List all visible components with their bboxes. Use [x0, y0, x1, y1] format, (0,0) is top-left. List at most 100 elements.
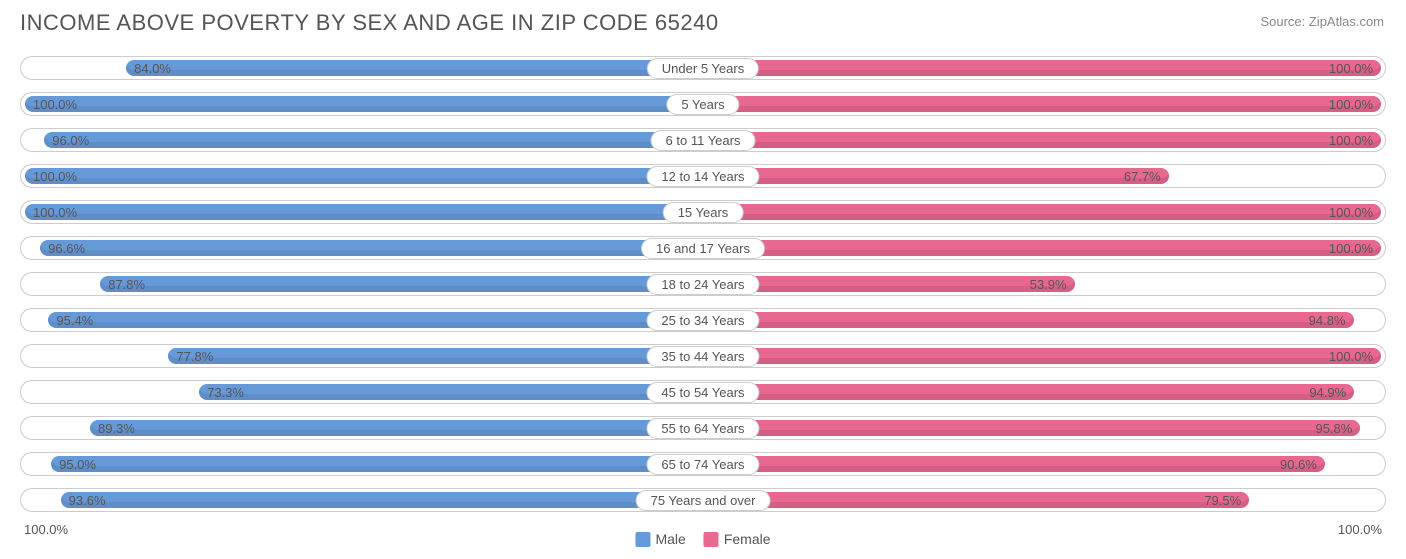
chart-row: 89.3% 95.8% 55 to 64 Years	[20, 414, 1386, 442]
male-bar: 96.6%	[40, 240, 699, 256]
male-track: 93.6%	[20, 488, 703, 512]
male-value: 96.6%	[40, 241, 93, 256]
category-label: 15 Years	[663, 202, 744, 223]
category-label: 65 to 74 Years	[646, 454, 759, 475]
chart-row: 93.6% 79.5% 75 Years and over	[20, 486, 1386, 514]
male-value: 95.0%	[51, 457, 104, 472]
female-value: 100.0%	[1321, 61, 1381, 76]
male-value: 93.6%	[61, 493, 114, 508]
male-bar: 93.6%	[61, 492, 699, 508]
female-bar: 67.7%	[707, 168, 1169, 184]
category-label: 75 Years and over	[636, 490, 771, 511]
female-track: 100.0%	[703, 200, 1386, 224]
male-bar: 100.0%	[25, 168, 699, 184]
category-label: 6 to 11 Years	[651, 130, 756, 151]
axis-left-label: 100.0%	[24, 522, 68, 537]
male-track: 87.8%	[20, 272, 703, 296]
male-bar: 89.3%	[90, 420, 699, 436]
category-label: 45 to 54 Years	[646, 382, 759, 403]
female-track: 67.7%	[703, 164, 1386, 188]
chart-row: 96.6%100.0%16 and 17 Years	[20, 234, 1386, 262]
male-value: 87.8%	[100, 277, 153, 292]
female-value: 67.7%	[1116, 169, 1169, 184]
legend-item-male: Male	[635, 531, 685, 547]
female-swatch-icon	[704, 532, 719, 547]
female-bar: 90.6%	[707, 456, 1325, 472]
chart-row: 84.0% 100.0% Under 5 Years	[20, 54, 1386, 82]
female-bar: 100.0%	[707, 204, 1381, 220]
category-label: 35 to 44 Years	[646, 346, 759, 367]
male-track: 77.8%	[20, 344, 703, 368]
category-label: 25 to 34 Years	[646, 310, 759, 331]
female-track: 53.9%	[703, 272, 1386, 296]
male-value: 95.4%	[48, 313, 101, 328]
female-value: 53.9%	[1022, 277, 1075, 292]
female-track: 94.9%	[703, 380, 1386, 404]
female-bar: 100.0%	[707, 96, 1381, 112]
female-track: 100.0%	[703, 56, 1386, 80]
female-track: 90.6%	[703, 452, 1386, 476]
female-value: 94.8%	[1301, 313, 1354, 328]
category-label: Under 5 Years	[647, 58, 759, 79]
male-track: 100.0%	[20, 92, 703, 116]
female-bar: 79.5%	[707, 492, 1249, 508]
category-label: 12 to 14 Years	[646, 166, 759, 187]
female-value: 100.0%	[1321, 133, 1381, 148]
female-track: 79.5%	[703, 488, 1386, 512]
chart-row: 95.0% 90.6% 65 to 74 Years	[20, 450, 1386, 478]
source-attribution: Source: ZipAtlas.com	[1260, 14, 1384, 29]
female-bar: 94.8%	[707, 312, 1354, 328]
female-track: 95.8%	[703, 416, 1386, 440]
chart-row: 77.8% 100.0% 35 to 44 Years	[20, 342, 1386, 370]
diverging-bar-chart: 84.0%100.0%Under 5 Years100.0%100.0%5 Ye…	[20, 54, 1386, 514]
male-value: 89.3%	[90, 421, 143, 436]
chart-row: 95.4% 94.8% 25 to 34 Years	[20, 306, 1386, 334]
male-swatch-icon	[635, 532, 650, 547]
male-bar: 100.0%	[25, 204, 699, 220]
male-value: 96.0%	[44, 133, 97, 148]
female-bar: 95.8%	[707, 420, 1360, 436]
male-value: 77.8%	[168, 349, 221, 364]
chart-row: 87.8%53.9%18 to 24 Years	[20, 270, 1386, 298]
legend-male-label: Male	[655, 531, 685, 547]
chart-row: 100.0%100.0%5 Years	[20, 90, 1386, 118]
female-value: 94.9%	[1301, 385, 1354, 400]
male-track: 89.3%	[20, 416, 703, 440]
female-value: 100.0%	[1321, 241, 1381, 256]
chart-row: 100.0% 67.7% 12 to 14 Years	[20, 162, 1386, 190]
female-bar: 100.0%	[707, 60, 1381, 76]
chart-title: INCOME ABOVE POVERTY BY SEX AND AGE IN Z…	[20, 10, 1386, 36]
female-track: 100.0%	[703, 92, 1386, 116]
female-value: 90.6%	[1272, 457, 1325, 472]
chart-row: 96.0% 100.0% 6 to 11 Years	[20, 126, 1386, 154]
male-track: 95.4%	[20, 308, 703, 332]
female-track: 100.0%	[703, 128, 1386, 152]
chart-row: 73.3% 94.9% 45 to 54 Years	[20, 378, 1386, 406]
male-value: 84.0%	[126, 61, 179, 76]
male-bar: 95.0%	[51, 456, 699, 472]
chart-row: 100.0% 100.0%15 Years	[20, 198, 1386, 226]
female-value: 79.5%	[1196, 493, 1249, 508]
male-value: 73.3%	[199, 385, 252, 400]
female-bar: 100.0%	[707, 132, 1381, 148]
male-track: 96.0%	[20, 128, 703, 152]
female-track: 100.0%	[703, 344, 1386, 368]
male-bar: 96.0%	[44, 132, 699, 148]
female-bar: 100.0%	[707, 348, 1381, 364]
male-bar: 95.4%	[48, 312, 699, 328]
female-value: 100.0%	[1321, 349, 1381, 364]
category-label: 55 to 64 Years	[646, 418, 759, 439]
legend-female-label: Female	[724, 531, 771, 547]
female-bar: 100.0%	[707, 240, 1381, 256]
female-value: 100.0%	[1321, 97, 1381, 112]
male-bar: 84.0%	[126, 60, 699, 76]
axis-right-label: 100.0%	[1338, 522, 1382, 537]
male-bar: 87.8%	[100, 276, 699, 292]
male-value: 100.0%	[25, 97, 85, 112]
female-track: 100.0%	[703, 236, 1386, 260]
female-value: 95.8%	[1307, 421, 1360, 436]
male-track: 73.3%	[20, 380, 703, 404]
male-track: 100.0%	[20, 164, 703, 188]
female-bar: 94.9%	[707, 384, 1354, 400]
male-track: 95.0%	[20, 452, 703, 476]
